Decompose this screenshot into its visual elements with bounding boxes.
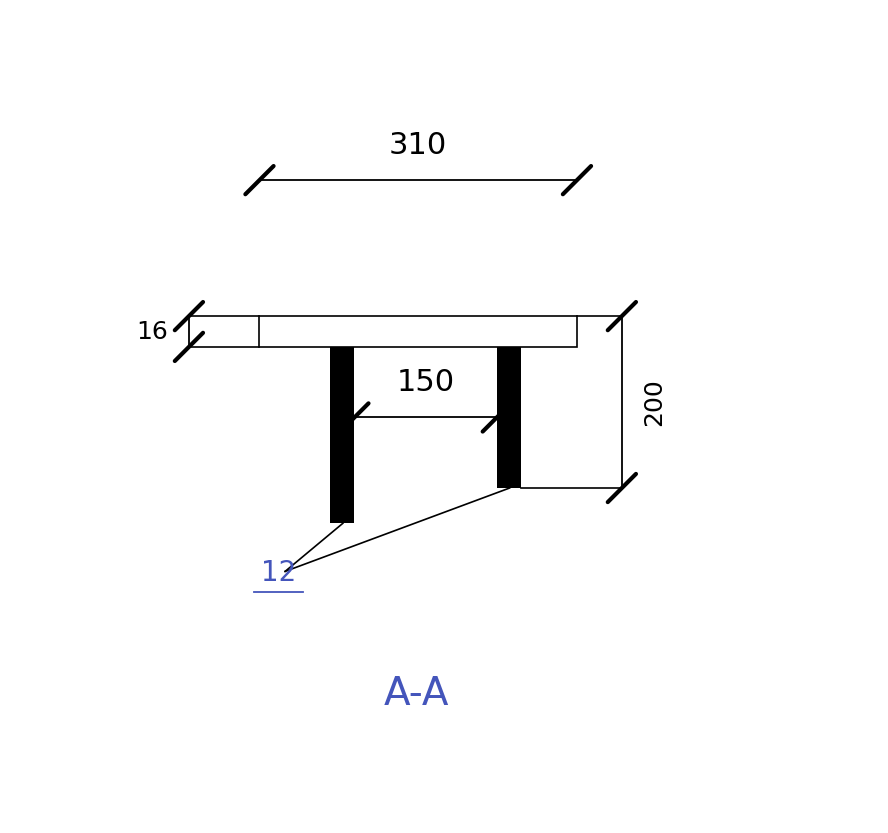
Text: 12: 12: [261, 559, 297, 586]
Text: 150: 150: [397, 368, 455, 397]
Bar: [330, 347, 354, 523]
Text: 200: 200: [642, 378, 666, 426]
Bar: [259, 316, 577, 347]
Text: 16: 16: [137, 320, 169, 343]
Bar: [496, 347, 521, 488]
Text: 310: 310: [389, 131, 448, 160]
Text: A-A: A-A: [384, 675, 449, 712]
